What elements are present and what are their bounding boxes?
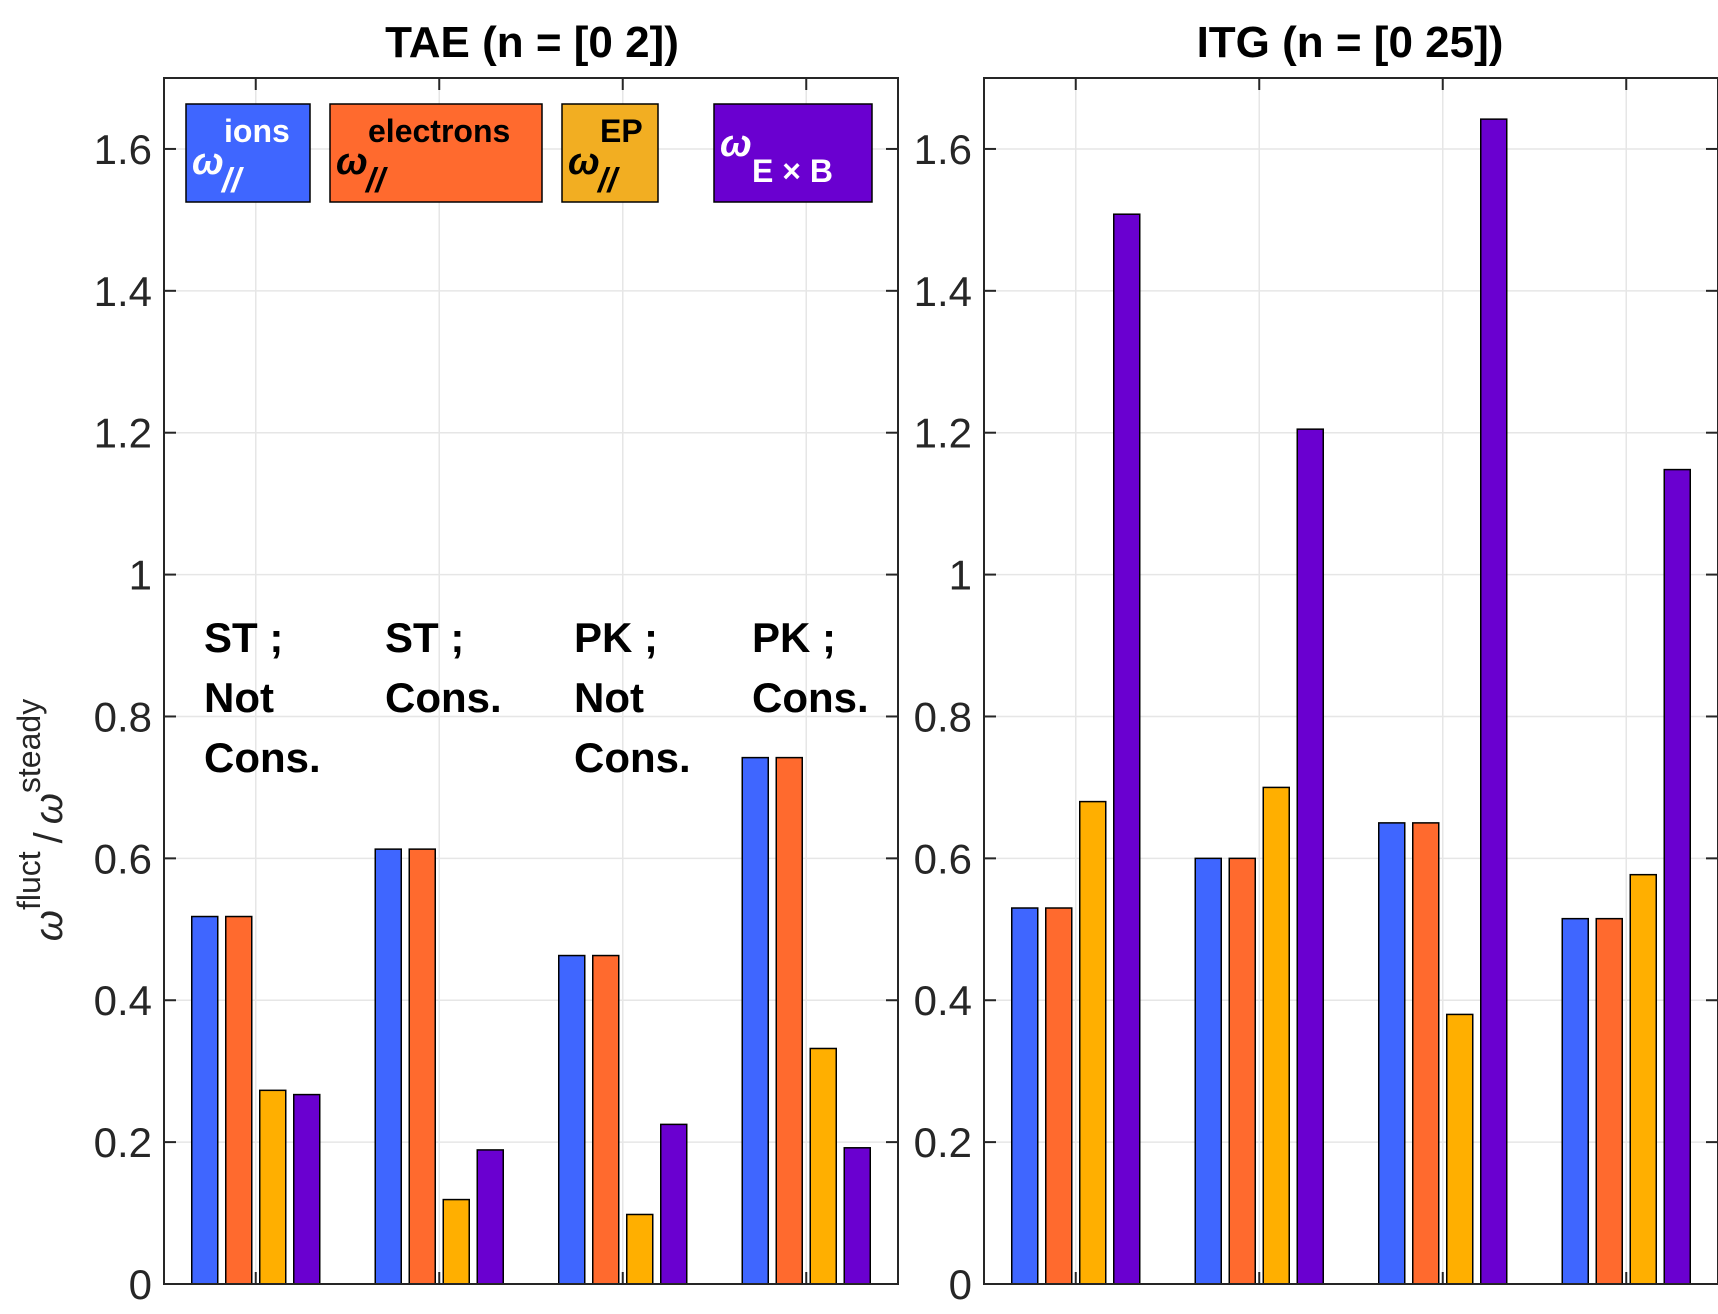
axes-frame [163, 77, 899, 1285]
legend-swatch [329, 103, 543, 203]
bar--electrons-2 [592, 954, 620, 1285]
y-tick-label: 0.4 [914, 977, 972, 1024]
y-tick-label: 0.6 [914, 835, 972, 882]
legend-sub: // [364, 162, 388, 200]
bar--electrons-3 [775, 756, 803, 1285]
y-tick-label: 1.2 [914, 410, 972, 457]
y-axis-label-steady: steady [11, 699, 47, 793]
bar--electrons-0 [1045, 907, 1073, 1285]
y-axis-label-slash: / [27, 831, 71, 843]
legend-sub: // [220, 162, 244, 200]
y-axis-label-omega: ω [27, 910, 71, 941]
bar--ep-2 [626, 1213, 654, 1285]
y-tick-labels: 0 0.2 0.4 0.6 0.8 1 1.2 1.4 1.6 [94, 126, 152, 1308]
bar--electrons-1 [408, 848, 436, 1285]
legend-omega: ω [192, 141, 224, 183]
legend-sup: ions [224, 113, 290, 149]
legend-swatch [713, 103, 873, 203]
y-tick-label: 0.6 [94, 835, 152, 882]
bar--electrons-1 [1228, 857, 1256, 1285]
svg-text:ωfluct/ωsteady: ωfluct/ωsteady [11, 699, 71, 941]
y-tick-label: 0.4 [94, 977, 152, 1024]
bar--ions-1 [374, 848, 402, 1285]
bar--ep-1 [1262, 786, 1290, 1285]
legend-sub: E × B [752, 153, 833, 189]
chart-panel-tae: TAE (n = [0 2]) 00.20.40.60.811.21.41.6 … [94, 18, 899, 1308]
category-label-0: ST ; Not Cons. [204, 614, 321, 781]
bar-group [191, 756, 871, 1285]
axes-box [163, 77, 899, 1285]
y-tick-label: 0 [949, 1261, 972, 1308]
legend-entry-3: ωE × B [713, 103, 873, 203]
y-tick-label: 1.6 [94, 126, 152, 173]
axes-frame [983, 77, 1718, 1285]
bar--ions-0 [1011, 907, 1039, 1285]
legend-omega: ω [720, 123, 752, 165]
y-axis-label-fluct: fluct [11, 851, 47, 910]
legend-sup: electrons [368, 113, 510, 149]
chart-title-tae: TAE (n = [0 2]) [385, 18, 679, 67]
y-tick-label: 0.2 [94, 1119, 152, 1166]
y-tick-label: 1.4 [94, 268, 152, 315]
bar--ions-0 [191, 915, 219, 1285]
category-labels: ST ; Not Cons. ST ; Cons. PK ; Not Cons. PK ; Con… [204, 614, 869, 781]
bar--electrons-0 [225, 915, 253, 1285]
bar--ep-0 [259, 1089, 287, 1285]
legend-entry-2: ωEP // [561, 103, 659, 203]
y-tick-label: 0.2 [914, 1119, 972, 1166]
bar--e-b-3 [1663, 468, 1691, 1285]
bar--electrons-3 [1595, 917, 1623, 1285]
bar--e-b-1 [1296, 428, 1324, 1285]
bar-group [1011, 118, 1691, 1285]
bar--ep-3 [809, 1047, 837, 1285]
bar--electrons-2 [1412, 822, 1440, 1285]
bar--e-b-1 [476, 1149, 504, 1285]
y-tick-label: 1.6 [914, 126, 972, 173]
bar--e-b-0 [1113, 213, 1141, 1285]
bar--ep-3 [1629, 873, 1657, 1285]
category-label-1: ST ; Cons. [385, 614, 502, 721]
chart-panel-itg: ITG (n = [0 25]) 0 0.2 0.4 0.6 0.8 1 1.2 1.4 1.6 [914, 18, 1718, 1308]
legend-swatch [561, 103, 659, 203]
y-tick-label: 0 [129, 1261, 152, 1308]
y-tick-label: 1.2 [94, 410, 152, 457]
y-tick-label: 1.4 [914, 268, 972, 315]
bar--e-b-0 [293, 1093, 321, 1285]
legend-omega: ω [336, 141, 368, 183]
bar--e-b-2 [1480, 118, 1508, 1285]
bar--ions-1 [1194, 857, 1222, 1285]
bar--e-b-3 [843, 1147, 871, 1285]
legend-omega: ω [568, 141, 600, 183]
y-tick-labels: 0 0.2 0.4 0.6 0.8 1 1.2 1.4 1.6 [914, 126, 972, 1308]
y-tick-label: 1 [949, 552, 972, 599]
bar--ions-3 [741, 756, 769, 1285]
chart-title-itg: ITG (n = [0 25]) [1197, 18, 1504, 67]
grid-lines [164, 78, 898, 1285]
bar--ep-2 [1446, 1013, 1474, 1285]
y-tick-label: 1 [129, 552, 152, 599]
bar--ions-3 [1561, 917, 1589, 1285]
legend-sub: // [596, 162, 620, 200]
y-axis-label: ωfluct/ωsteady [11, 699, 71, 941]
category-label-3: PK ; Cons. [752, 614, 869, 721]
y-tick-label: 0.8 [914, 693, 972, 740]
bar--e-b-2 [660, 1123, 688, 1285]
bar--ions-2 [558, 954, 586, 1285]
axes-box [983, 77, 1718, 1285]
y-axis-label-omega-den: ω [27, 793, 71, 824]
legend-sup: EP [600, 113, 643, 149]
category-label-2: PK ; Not Cons. [574, 614, 691, 781]
bar--ep-0 [1079, 800, 1107, 1285]
y-tick-label: 0.8 [94, 693, 152, 740]
bar--ions-2 [1378, 822, 1406, 1285]
legend-swatch [185, 103, 311, 203]
bar--ep-1 [442, 1198, 470, 1285]
